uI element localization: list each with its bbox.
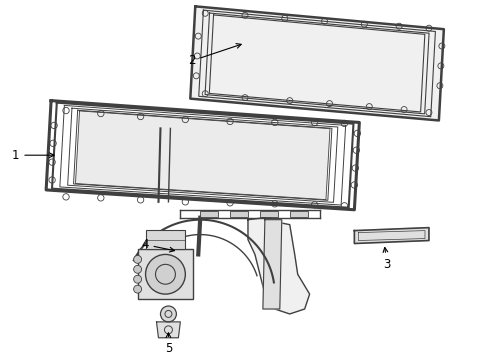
Polygon shape: [190, 6, 443, 121]
Polygon shape: [263, 220, 281, 309]
Text: 3: 3: [382, 247, 390, 271]
Bar: [145, 230, 185, 249]
Circle shape: [133, 285, 142, 293]
Circle shape: [160, 306, 176, 322]
Circle shape: [133, 265, 142, 273]
Bar: [260, 211, 277, 217]
Circle shape: [133, 255, 142, 264]
Bar: [200, 211, 218, 217]
Polygon shape: [75, 111, 329, 200]
Text: 4: 4: [141, 238, 174, 252]
Circle shape: [133, 275, 142, 283]
Polygon shape: [46, 100, 359, 210]
Text: 5: 5: [164, 333, 172, 355]
Polygon shape: [247, 218, 309, 314]
Text: 2: 2: [187, 44, 241, 67]
Bar: [289, 211, 307, 217]
Text: 1: 1: [12, 149, 54, 162]
Bar: [137, 249, 193, 299]
Polygon shape: [354, 228, 428, 243]
Bar: [230, 211, 247, 217]
Circle shape: [145, 255, 185, 294]
Polygon shape: [156, 322, 180, 338]
